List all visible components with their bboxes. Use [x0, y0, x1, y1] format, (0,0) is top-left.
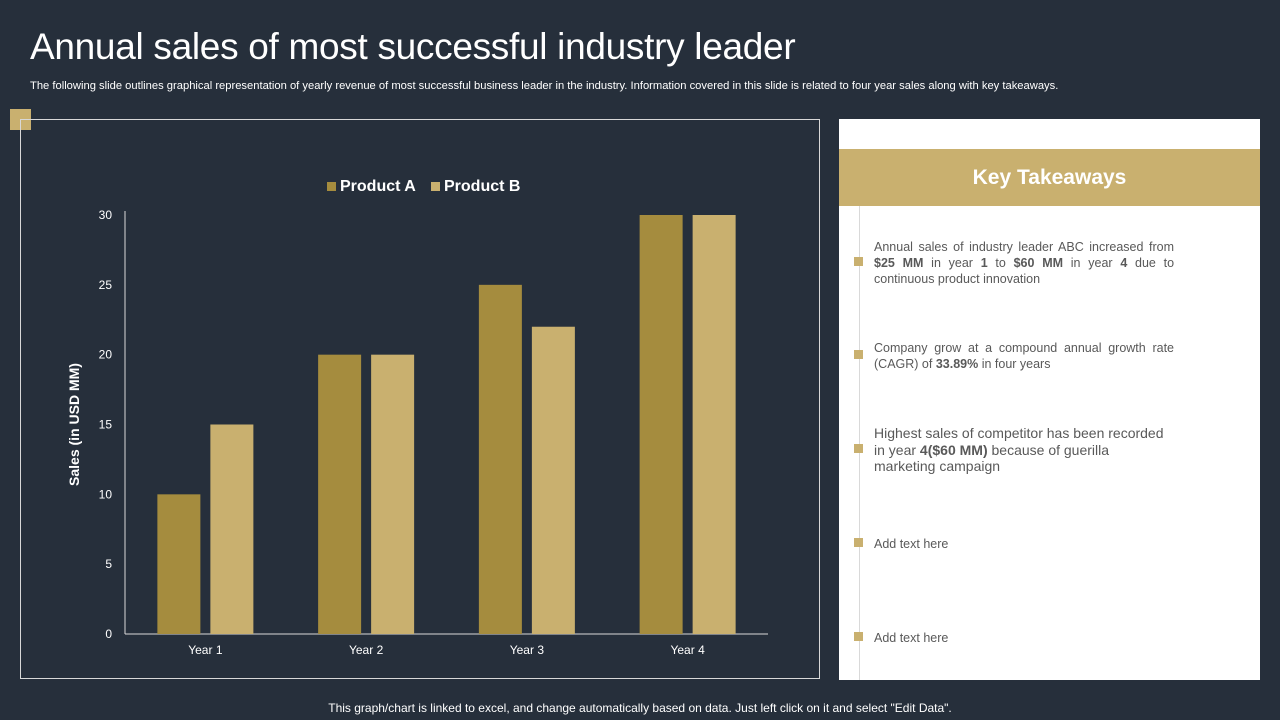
y-tick-label: 0 [105, 627, 112, 641]
page-title: Annual sales of most successful industry… [30, 26, 796, 67]
takeaway-text: Annual sales of industry leader ABC incr… [874, 240, 1175, 286]
takeaway-text: Company grow at a compound annual growth… [874, 341, 1174, 371]
bar-product-b-year-3 [531, 326, 575, 634]
timeline-line [859, 206, 860, 680]
key-takeaways-panel: Key Takeaways Annual sales of industry l… [839, 119, 1260, 680]
bullet-square-icon [854, 350, 863, 359]
bar-product-a-year-1 [157, 494, 201, 634]
x-tick-label: Year 1 [188, 643, 223, 657]
bar-product-a-year-4 [639, 215, 683, 634]
bar-product-b-year-4 [692, 215, 736, 634]
x-tick-label: Year 3 [510, 643, 545, 657]
y-tick-label: 30 [99, 208, 113, 222]
legend-swatch [431, 182, 440, 191]
y-tick-label: 5 [105, 557, 112, 571]
page-subtitle: The following slide outlines graphical r… [30, 80, 1059, 92]
legend-label: Product A [340, 178, 416, 195]
legend-label: Product B [444, 178, 520, 195]
bullet-square-icon [854, 632, 863, 641]
bar-product-a-year-3 [478, 284, 522, 634]
footer-note: This graph/chart is linked to excel, and… [328, 701, 952, 715]
bar-chart[interactable]: 0 5 10 15 20 25 30 Sales (in USD MM) Year 1 Year … [20, 119, 820, 679]
key-takeaways-header: Key Takeaways [839, 149, 1260, 206]
takeaway-text: Highest sales of competitor has been rec… [874, 425, 1164, 474]
x-tick-label: Year 2 [349, 643, 384, 657]
bar-product-b-year-1 [210, 424, 254, 634]
x-tick-label: Year 4 [670, 643, 705, 657]
y-tick-label: 15 [99, 418, 113, 432]
takeaway-text: Add text here [874, 631, 949, 645]
bar-product-b-year-2 [371, 354, 415, 634]
y-tick-label: 25 [99, 278, 113, 292]
y-tick-label: 20 [99, 348, 113, 362]
y-axis-title: Sales (in USD MM) [66, 363, 82, 486]
legend-swatch [327, 182, 336, 191]
y-tick-label: 10 [99, 487, 113, 501]
takeaway-text: Add text here [874, 537, 949, 551]
chart-frame [20, 119, 820, 679]
bullet-square-icon [854, 538, 863, 547]
bullet-square-icon [854, 444, 863, 453]
bullet-square-icon [854, 257, 863, 266]
bar-product-a-year-2 [318, 354, 362, 634]
